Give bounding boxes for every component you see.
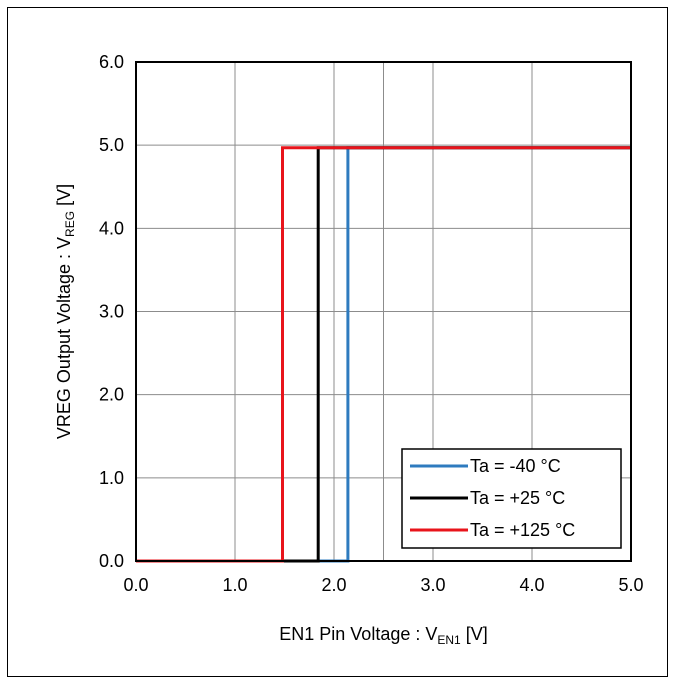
y-tick-label: 5.0 — [99, 135, 124, 155]
x-tick-label: 0.0 — [123, 575, 148, 595]
x-tick-label: 1.0 — [222, 575, 247, 595]
y-tick-label: 0.0 — [99, 551, 124, 571]
y-tick-label: 4.0 — [99, 218, 124, 238]
y-axis-label-unit: [V] — [54, 184, 74, 211]
legend-label-2: Ta = +125 °C — [470, 520, 575, 540]
y-tick-label: 1.0 — [99, 468, 124, 488]
x-tick-label: 3.0 — [420, 575, 445, 595]
x-axis-label-subscript: EN1 — [437, 633, 461, 647]
x-axis-label: EN1 Pin Voltage : VEN1 [V] — [279, 624, 487, 647]
chart-frame — [7, 7, 668, 677]
legend-label-1: Ta = +25 °C — [470, 488, 565, 508]
tick-labels: 0.0 1.0 2.0 3.0 4.0 5.0 0.0 1.0 2.0 3.0 4.0 5.0 6.0 — [99, 52, 644, 595]
legend-label-0: Ta = -40 °C — [470, 456, 561, 476]
legend: Ta = -40 °C Ta = +25 °C Ta = +125 °C — [401, 448, 622, 549]
plot-area-border — [135, 61, 632, 562]
y-axis-label: VREG Output Voltage : VREG [V] — [54, 184, 77, 439]
x-axis-label-unit: [V] — [461, 624, 488, 644]
y-tick-label: 3.0 — [99, 302, 124, 322]
x-tick-label: 2.0 — [321, 575, 346, 595]
y-tick-label: 6.0 — [99, 52, 124, 72]
x-tick-label: 5.0 — [618, 575, 643, 595]
y-axis-label-subscript: REG — [63, 211, 77, 237]
y-tick-label: 2.0 — [99, 385, 124, 405]
x-tick-label: 4.0 — [519, 575, 544, 595]
